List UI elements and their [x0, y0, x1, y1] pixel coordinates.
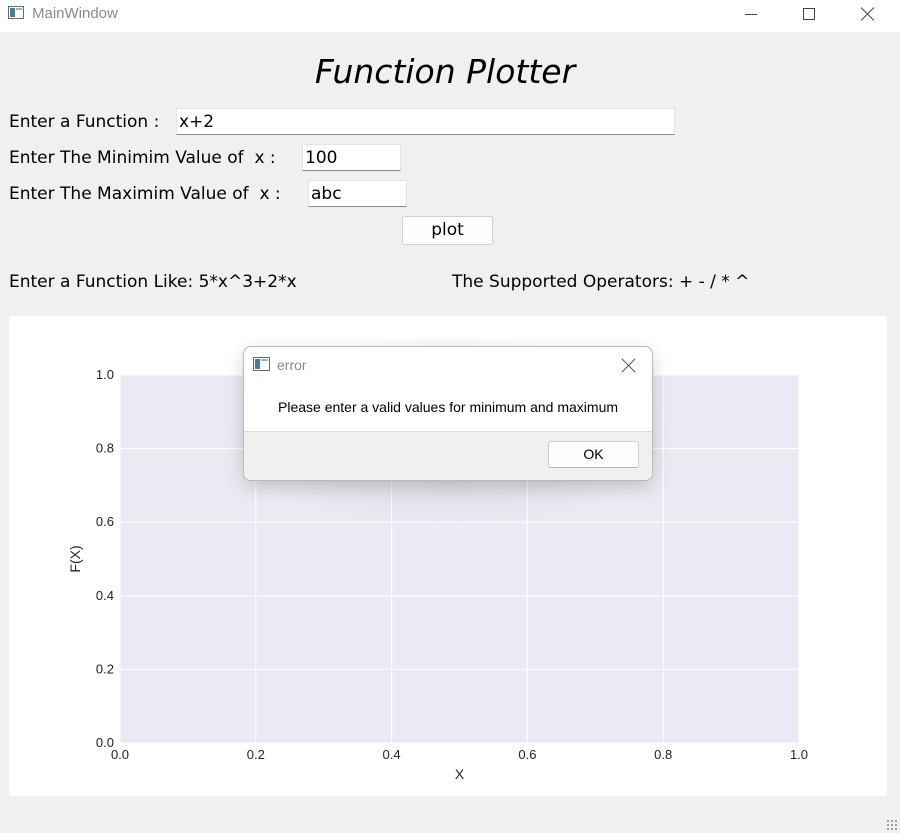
dialog-window-icon	[253, 357, 270, 371]
minimize-icon	[745, 13, 757, 15]
y-tick-label: 0.0	[96, 735, 114, 750]
function-example-hint: Enter a Function Like: 5*x^3+2*x	[9, 272, 297, 292]
min-x-label: Enter The Minimim Value of x :	[9, 148, 276, 168]
page-title: Function Plotter	[314, 52, 576, 91]
y-tick-label: 0.6	[96, 514, 114, 529]
minimize-button[interactable]	[722, 0, 780, 28]
x-tick-label: 0.2	[247, 747, 265, 762]
max-x-label: Enter The Maximim Value of x :	[9, 184, 281, 204]
close-button[interactable]	[839, 0, 897, 28]
dialog-close-icon[interactable]	[619, 356, 639, 376]
max-x-input[interactable]: abc	[308, 180, 407, 207]
y-tick-label: 0.8	[96, 441, 114, 456]
error-dialog: error Please enter a valid values for mi…	[243, 346, 653, 481]
function-input[interactable]: x+2	[176, 108, 675, 135]
y-axis-label: F(X)	[67, 545, 83, 572]
dialog-message: Please enter a valid values for minimum …	[278, 399, 619, 415]
window-title: MainWindow	[32, 5, 118, 22]
function-label: Enter a Function :	[9, 112, 160, 132]
plot-button[interactable]: plot	[402, 216, 493, 245]
close-icon	[861, 7, 875, 21]
y-tick-label: 0.2	[96, 661, 114, 676]
x-axis-label: X	[455, 766, 465, 782]
supported-operators-hint: The Supported Operators: + - / * ^	[452, 272, 750, 292]
resize-grip[interactable]	[886, 819, 898, 831]
x-tick-label: 1.0	[790, 747, 808, 762]
x-tick-label: 0.4	[383, 747, 401, 762]
window-titlebar: MainWindow	[0, 0, 900, 32]
x-tick-label: 0.8	[654, 747, 672, 762]
x-tick-label: 0.0	[111, 747, 129, 762]
dialog-title: error	[277, 357, 307, 373]
app-window-icon	[8, 6, 24, 19]
x-tick-label: 0.6	[518, 747, 536, 762]
y-tick-label: 0.4	[96, 588, 114, 603]
y-tick-label: 1.0	[96, 367, 114, 382]
dialog-button-bar: OK	[244, 431, 652, 480]
maximize-button[interactable]	[780, 0, 838, 28]
min-x-input[interactable]: 100	[302, 144, 401, 171]
ok-button[interactable]: OK	[548, 441, 639, 468]
maximize-icon	[803, 8, 815, 20]
